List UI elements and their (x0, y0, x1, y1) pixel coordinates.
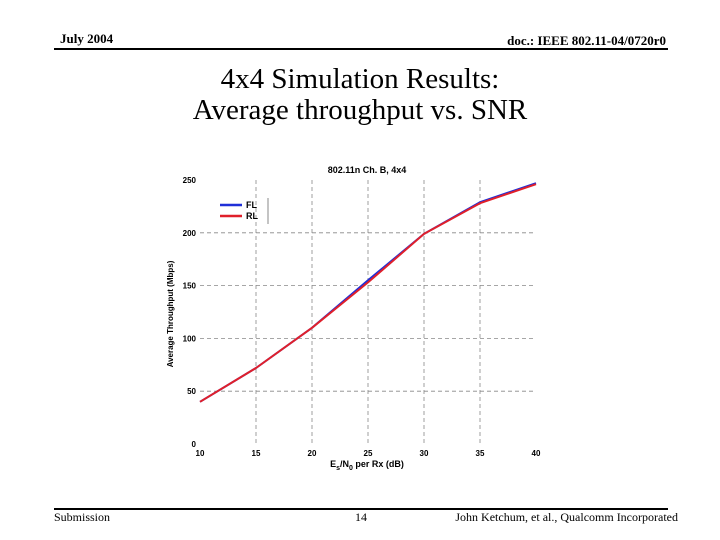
legend: FL RL (220, 198, 269, 224)
header-doc-id: doc.: IEEE 802.11-04/0720r0 (507, 33, 666, 48)
footer-page-number: 14 (355, 510, 367, 524)
footer-authors: John Ketchum, et al., Qualcomm Incorpora… (455, 510, 678, 524)
y-tick-label-150: 150 (183, 282, 197, 291)
header-rule (54, 48, 668, 50)
slide-title-line-1: 4x4 Simulation Results: (220, 63, 500, 95)
footer-submission: Submission (54, 510, 111, 524)
throughput-chart: 802.11n Ch. B, 4x4 0 50 100 150 200 250 10 15 2… (166, 165, 541, 472)
y-axis-label: Average Throughput (Mbps) (166, 260, 175, 367)
y-tick-label-250: 250 (183, 176, 197, 185)
y-tick-label-50: 50 (187, 387, 196, 396)
grid-lines (200, 180, 536, 444)
x-axis: 10 15 20 25 30 35 40 (196, 449, 541, 458)
series-lines (199, 182, 537, 403)
y-axis: 0 50 100 150 200 250 (183, 176, 197, 449)
y-tick-label-200: 200 (183, 229, 197, 238)
x-axis-label: Es/N0 per Rx (dB) (330, 459, 404, 472)
x-tick-label-10: 10 (196, 449, 205, 458)
x-tick-label-35: 35 (476, 449, 485, 458)
header-date: July 2004 (60, 31, 114, 46)
y-tick-label-100: 100 (183, 334, 197, 343)
chart-title: 802.11n Ch. B, 4x4 (328, 165, 407, 175)
footer-rule (54, 508, 668, 510)
slide-title: 4x4 Simulation Results: Average throughp… (0, 64, 720, 126)
legend-label-rl: RL (246, 211, 258, 221)
x-tick-label-15: 15 (252, 449, 261, 458)
slide-title-line-2: Average throughput vs. SNR (192, 94, 528, 126)
series-line-rl (199, 183, 537, 403)
x-tick-label-25: 25 (364, 449, 373, 458)
legend-label-fl: FL (246, 200, 257, 210)
x-tick-label-40: 40 (532, 449, 541, 458)
x-tick-label-30: 30 (420, 449, 429, 458)
y-tick-label-0: 0 (192, 440, 197, 449)
x-tick-label-20: 20 (308, 449, 317, 458)
